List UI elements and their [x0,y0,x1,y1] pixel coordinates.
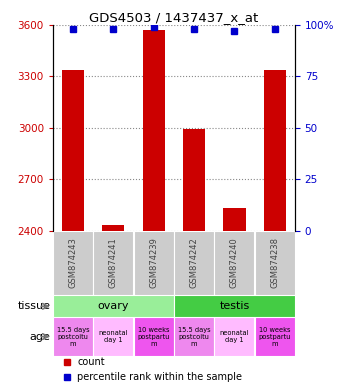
Text: count: count [77,357,105,367]
Bar [53,318,93,356]
Text: ovary: ovary [98,301,129,311]
Bar [134,230,174,295]
Bar [174,230,214,295]
Text: testis: testis [219,301,250,311]
Bar [62,70,84,230]
Bar [53,230,93,295]
Bar [174,295,295,318]
Text: GSM874241: GSM874241 [109,237,118,288]
Text: neonatal
day 1: neonatal day 1 [220,330,249,343]
Bar [53,295,174,318]
Text: GSM874242: GSM874242 [190,237,198,288]
Bar [223,208,246,230]
Title: GDS4503 / 1437437_x_at: GDS4503 / 1437437_x_at [89,11,258,24]
Text: GSM874243: GSM874243 [69,237,77,288]
Text: 10 weeks
postpartu
m: 10 weeks postpartu m [258,326,291,346]
Bar [214,318,254,356]
Text: GSM874240: GSM874240 [230,237,239,288]
Bar [214,230,254,295]
Bar [183,129,205,230]
Text: age: age [30,331,50,341]
Bar [102,225,124,230]
Bar [143,30,165,230]
Bar [93,230,133,295]
Text: GSM874239: GSM874239 [149,237,158,288]
Bar [93,318,133,356]
Text: tissue: tissue [17,301,50,311]
Bar [174,318,214,356]
Bar [134,318,174,356]
Text: percentile rank within the sample: percentile rank within the sample [77,372,242,382]
Text: 15.5 days
postcoitu
m: 15.5 days postcoitu m [57,326,89,346]
Text: 10 weeks
postpartu
m: 10 weeks postpartu m [137,326,170,346]
Bar [264,70,286,230]
Bar [255,230,295,295]
Text: neonatal
day 1: neonatal day 1 [99,330,128,343]
Text: 15.5 days
postcoitu
m: 15.5 days postcoitu m [178,326,210,346]
Bar [255,318,295,356]
Text: GSM874238: GSM874238 [270,237,279,288]
